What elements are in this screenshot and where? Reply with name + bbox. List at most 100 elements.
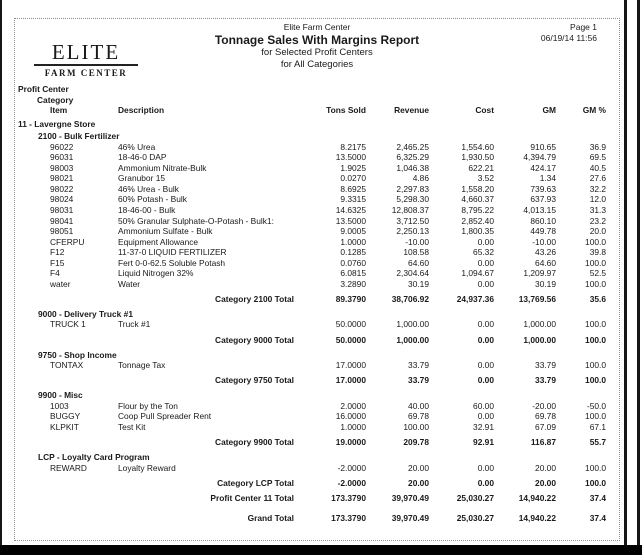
gm-pct-value: 100.0 xyxy=(585,477,606,488)
item-description: Coop Pull Spreader Rent xyxy=(118,411,212,422)
revenue-value: 2,250.13 xyxy=(396,226,429,237)
cost-value: 0.00 xyxy=(477,462,494,473)
column-header-row: Item Description Tons Sold Revenue Cost … xyxy=(50,105,619,116)
cost-value: 25,030.27 xyxy=(456,492,494,503)
gm-value: 69.78 xyxy=(535,411,556,422)
gm-value: 449.78 xyxy=(530,226,556,237)
cost-value: 4,660.37 xyxy=(461,194,494,205)
tons-sold-value: 2.0000 xyxy=(340,400,366,411)
item-description: Loyalty Reward xyxy=(118,462,176,473)
table-row: water Water 3.2890 30.19 0.00 30.19 100.0 xyxy=(50,279,619,290)
cost-value: 0.00 xyxy=(477,411,494,422)
cost-value: 1,558.20 xyxy=(461,183,494,194)
category-total-row: Category 9900 Total 19.0000 209.78 92.91 116… xyxy=(50,437,619,448)
gm-value: 4,394.79 xyxy=(523,152,556,163)
cost-value: 3.52 xyxy=(477,173,494,184)
gm-pct-value: 35.6 xyxy=(589,293,606,304)
item-code: water xyxy=(50,278,71,289)
cost-value: 24,937.36 xyxy=(456,293,494,304)
category-name: 9000 - Delivery Truck #1 xyxy=(38,308,133,319)
gm-value: 116.87 xyxy=(530,436,556,447)
revenue-value: 38,706.92 xyxy=(391,293,429,304)
item-code: 96022 xyxy=(50,141,74,152)
column-header-description: Description xyxy=(118,105,165,116)
category-name: 9750 - Shop Income xyxy=(38,349,117,360)
gm-value: 64.60 xyxy=(535,257,556,268)
item-code: 98024 xyxy=(50,194,74,205)
gm-value: 4,013.15 xyxy=(523,205,556,216)
gm-value: 33.79 xyxy=(535,375,556,386)
cost-value: 0.00 xyxy=(477,360,494,371)
window-left-edge xyxy=(0,0,2,545)
item-description: Equipment Allowance xyxy=(118,236,199,247)
item-description: Ammonium Sulfate - Bulk xyxy=(118,226,213,237)
grand-total-row: Grand Total 173.3790 39,970.49 25,030.27 14,… xyxy=(50,513,619,524)
report-page: Elite Farm Center Tonnage Sales With Mar… xyxy=(14,18,620,541)
tons-sold-value: 1.9025 xyxy=(340,162,366,173)
company-name: Elite Farm Center xyxy=(283,22,351,32)
cost-value: 0.00 xyxy=(477,319,494,330)
item-description: Flour by the Ton xyxy=(118,400,178,411)
gm-value: 33.79 xyxy=(535,360,556,371)
revenue-value: 6,325.29 xyxy=(396,152,429,163)
gm-pct-value: -50.0 xyxy=(586,400,606,411)
gm-value: 14,940.22 xyxy=(518,513,556,524)
revenue-value: 2,304.64 xyxy=(396,268,429,279)
table-row: KLPKIT Test Kit 1.0000 100.00 32.91 67.09 67.1 xyxy=(50,422,619,433)
page-info: Page 1 06/19/14 11:56 xyxy=(541,22,597,43)
gm-value: -20.00 xyxy=(532,400,556,411)
item-code: CFERPU xyxy=(50,236,85,247)
gm-pct-value: 100.0 xyxy=(585,236,606,247)
tons-sold-value: 0.0760 xyxy=(340,257,366,268)
item-code: KLPKIT xyxy=(50,421,79,432)
tons-sold-value: 173.3790 xyxy=(331,492,366,503)
revenue-value: 12,808.37 xyxy=(391,205,429,216)
gm-pct-value: 100.0 xyxy=(585,411,606,422)
tons-sold-value: 13.5000 xyxy=(335,215,366,226)
column-header-revenue: Revenue xyxy=(394,105,429,116)
table-row: CFERPU Equipment Allowance 1.0000 -10.00 0.0… xyxy=(50,237,619,248)
tons-sold-value: 0.1285 xyxy=(340,247,366,258)
column-header-gm-pct: GM % xyxy=(582,105,606,116)
table-row: TONTAX Tonnage Tax 17.0000 33.79 0.00 33.79 10… xyxy=(50,360,619,371)
column-header-profit-center: Profit Center xyxy=(18,84,69,94)
table-row: 98022 46% Urea - Bulk 8.6925 2,297.83 1,558.… xyxy=(50,184,619,195)
item-code: 96031 xyxy=(50,152,74,163)
page-number: Page 1 xyxy=(570,22,597,32)
tons-sold-value: 89.3790 xyxy=(335,293,366,304)
revenue-value: 39,970.49 xyxy=(391,513,429,524)
window-right-inner-edge xyxy=(624,0,627,545)
revenue-value: 4.86 xyxy=(412,173,429,184)
gm-value: 30.19 xyxy=(535,278,556,289)
column-header-item: Item xyxy=(50,105,68,116)
gm-value: 860.10 xyxy=(530,215,556,226)
gm-value: 739.63 xyxy=(530,183,556,194)
cost-value: 622.21 xyxy=(468,162,494,173)
tons-sold-value: 9.3315 xyxy=(340,194,366,205)
cost-value: 0.00 xyxy=(477,278,494,289)
category-total-label: Category 2100 Total xyxy=(215,293,294,304)
table-row: 98031 18-46-00 - Bulk 14.6325 12,808.37 8,79… xyxy=(50,205,619,216)
tons-sold-value: 1.0000 xyxy=(340,236,366,247)
item-code: 98021 xyxy=(50,173,74,184)
cost-value: 1,554.60 xyxy=(461,141,494,152)
table-row: 96022 46% Urea 8.2175 2,465.25 1,554.60 910.6… xyxy=(50,142,619,153)
category-name: LCP - Loyalty Card Program xyxy=(38,451,150,462)
report-title: Tonnage Sales With Margins Report xyxy=(214,33,420,47)
table-row: F4 Liquid Nitrogen 32% 6.0815 2,304.64 1,094… xyxy=(50,268,619,279)
cost-value: 0.00 xyxy=(477,257,494,268)
gm-pct-value: 27.6 xyxy=(589,173,606,184)
tons-sold-value: 17.0000 xyxy=(335,360,366,371)
gm-pct-value: 31.3 xyxy=(589,205,606,216)
gm-pct-value: 40.5 xyxy=(589,162,606,173)
cost-value: 65.32 xyxy=(473,247,494,258)
cost-value: 8,795.22 xyxy=(461,205,494,216)
item-description: 46% Urea - Bulk xyxy=(118,183,179,194)
item-description: Water xyxy=(118,278,141,289)
gm-value: 424.17 xyxy=(530,162,556,173)
gm-pct-value: 23.2 xyxy=(589,215,606,226)
profit-center-total-label: Profit Center 11 Total xyxy=(210,492,294,503)
revenue-value: 64.60 xyxy=(408,257,429,268)
profit-center-name: 11 - Lavergne Store xyxy=(18,118,96,129)
